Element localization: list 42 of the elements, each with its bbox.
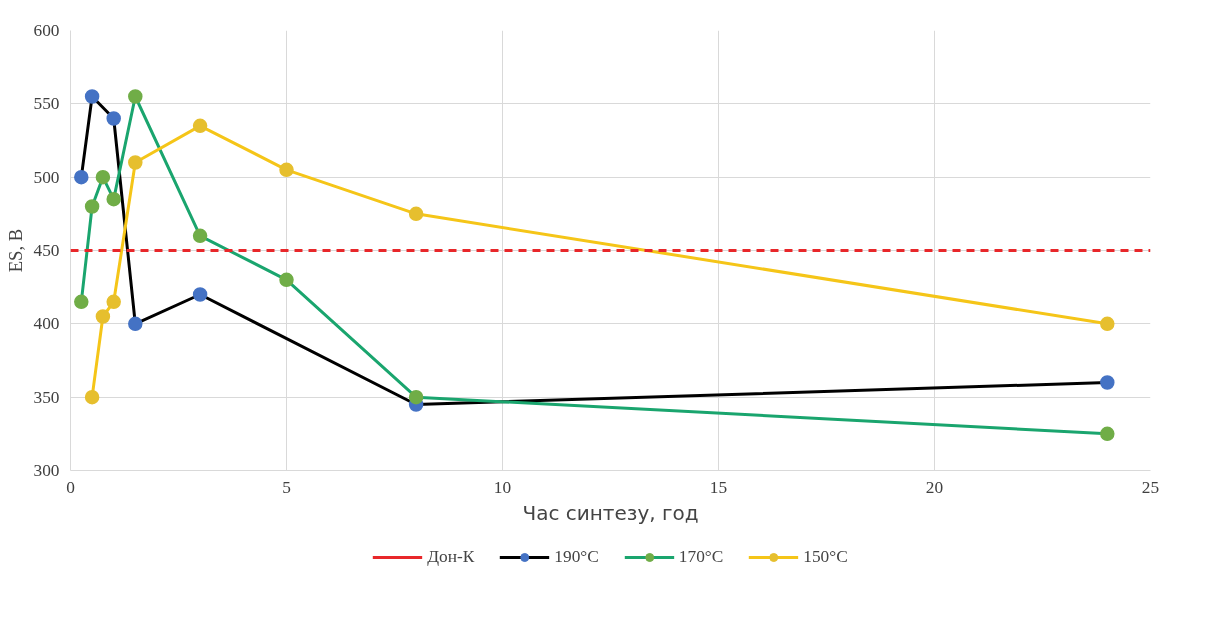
point xyxy=(84,199,100,214)
x-tick-label: 15 xyxy=(709,477,728,497)
point xyxy=(128,89,143,104)
y-tick-label: 600 xyxy=(33,21,60,40)
legend-label: 170°C xyxy=(678,547,724,567)
legend-label: 190°C xyxy=(554,547,599,567)
point xyxy=(279,162,294,178)
x-tick-label: 5 xyxy=(282,477,291,497)
point xyxy=(1100,316,1115,332)
y-tick-label: 350 xyxy=(33,387,60,407)
point xyxy=(74,169,89,185)
point xyxy=(106,191,121,207)
x-tick-label: 0 xyxy=(66,477,75,497)
point xyxy=(128,316,143,332)
x-tick-label: 25 xyxy=(1141,477,1160,497)
legend-label: Дон-К xyxy=(427,547,475,567)
point xyxy=(84,89,100,104)
x-tick-label: 20 xyxy=(925,477,944,497)
x-tick-label: 10 xyxy=(493,477,512,497)
point xyxy=(192,287,208,302)
point xyxy=(74,294,89,310)
y-tick-label: 400 xyxy=(33,314,60,334)
point xyxy=(128,155,143,170)
point xyxy=(95,169,111,185)
point xyxy=(408,389,424,405)
point xyxy=(408,206,424,222)
point xyxy=(279,272,294,288)
point xyxy=(1100,375,1115,390)
point xyxy=(106,111,121,126)
point xyxy=(84,389,100,405)
point xyxy=(192,228,208,244)
y-axis-title: ES, В xyxy=(4,228,26,273)
x-axis-title: Час синтезу, год xyxy=(522,500,699,525)
y-tick-label: 550 xyxy=(33,94,60,114)
y-tick-label: 300 xyxy=(33,461,60,480)
point xyxy=(192,118,208,134)
point xyxy=(95,309,111,324)
legend-label: 150°C xyxy=(803,547,848,567)
point xyxy=(1100,426,1115,442)
y-tick-label: 450 xyxy=(33,241,60,260)
y-tick-label: 500 xyxy=(33,167,60,187)
point xyxy=(106,294,121,310)
